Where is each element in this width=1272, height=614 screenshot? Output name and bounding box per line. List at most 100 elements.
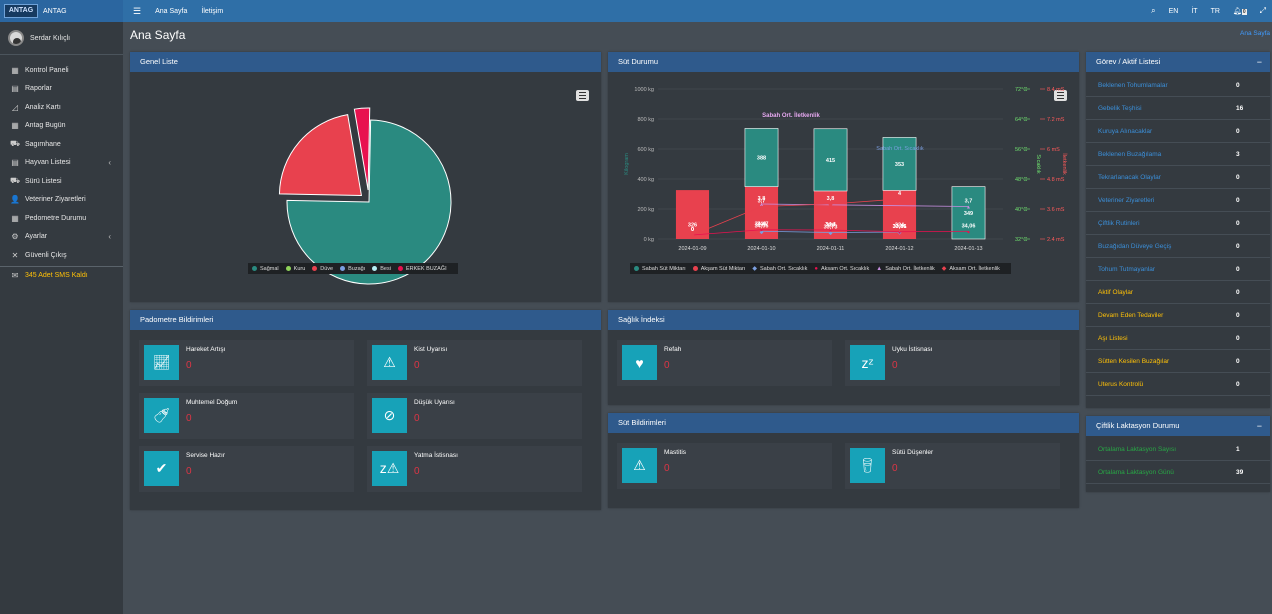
sidebar-item-3[interactable]: ▦ Antag Bugün <box>0 117 123 136</box>
sidebar-item-7[interactable]: 👤 Veteriner Ziyaretleri <box>0 191 123 210</box>
series-marker[interactable]: ▲ <box>759 202 764 208</box>
y-tick-label: 400 kg <box>637 177 654 183</box>
data-label: 34,4 <box>825 222 837 228</box>
legend-item[interactable]: ▲ Sabah Ort. İletkenlik <box>876 266 934 272</box>
list-item[interactable]: Devam Eden Tedaviler 0 <box>1086 304 1270 327</box>
legend-item[interactable]: Sabah Süt Miktarı <box>634 266 686 272</box>
notification-tile[interactable]: zᶻ Uyku İstisnası 0 <box>845 340 1060 386</box>
sidebar-item-6[interactable]: ⛟ Sürü Listesi <box>0 172 123 191</box>
series-marker[interactable]: ◆ <box>829 202 833 208</box>
sms-remaining[interactable]: ✉ 345 Adet SMS Kaldı <box>0 265 123 285</box>
chart-menu-button[interactable] <box>576 90 589 101</box>
list-item[interactable]: Aşı Listesi 0 <box>1086 327 1270 350</box>
chart-menu-button[interactable] <box>1054 90 1067 101</box>
notification-badge: 0 <box>1241 9 1247 15</box>
series-marker[interactable]: ● <box>967 229 970 235</box>
list-item[interactable]: Buzağıdan Düveye Geçiş 0 <box>1086 235 1270 258</box>
minimize-icon[interactable]: − <box>1256 421 1262 431</box>
annotation: Sabah Ort. İletkenlik <box>762 112 820 119</box>
legend-item[interactable]: Kuru <box>285 266 305 272</box>
menu-icon[interactable]: ☰ <box>133 5 142 16</box>
bar-evening-3[interactable] <box>882 190 917 239</box>
legend-marker <box>285 266 291 271</box>
sidebar-item-9[interactable]: ⚙ Ayarlar ‹ <box>0 228 123 247</box>
legend-item[interactable]: ● Aksam Ort. Sıcaklık <box>814 266 869 272</box>
list-item[interactable]: Veteriner Ziyaretleri 0 <box>1086 189 1270 212</box>
series-marker[interactable]: ● <box>898 230 901 236</box>
pie-slice-2[interactable] <box>278 114 363 196</box>
list-item[interactable]: Ortalama Laktasyon Günü 39 <box>1086 461 1270 484</box>
series-marker[interactable]: ● <box>691 233 694 239</box>
sidebar-item-0[interactable]: ▦ Kontrol Paneli <box>0 61 123 80</box>
bar-morning-3[interactable] <box>882 137 917 191</box>
series-marker[interactable]: ◆ <box>898 230 902 236</box>
series-marker[interactable]: ◆ <box>760 205 764 211</box>
sidebar-item-8[interactable]: ▦ Pedometre Durumu <box>0 209 123 228</box>
legend-item[interactable]: Buzağı <box>340 266 365 272</box>
series-marker[interactable]: ◆ <box>898 197 902 203</box>
notification-tile[interactable]: ✔ Servise Hazır 0 <box>139 446 354 492</box>
list-item[interactable]: Kuruya Alınacaklar 0 <box>1086 120 1270 143</box>
notification-tile[interactable]: ♥ Refah 0 <box>617 340 832 386</box>
nav-ana-sayfa[interactable]: Ana Sayfa <box>155 7 188 15</box>
list-item[interactable]: Sütten Kesilen Buzağılar 0 <box>1086 350 1270 373</box>
notification-tile[interactable]: ⚠ Mastitis 0 <box>617 443 832 489</box>
legend-item[interactable]: ◆ Sabah Ort. Sıcaklık <box>752 265 807 273</box>
sidebar-item-10[interactable]: ✕ Güvenli Çıkış <box>0 246 123 265</box>
temp-tick-label: 48°C <box>1015 177 1027 183</box>
lang-it[interactable]: İT <box>1191 7 1198 15</box>
list-item[interactable]: Tekrarlanacak Olaylar 0 <box>1086 166 1270 189</box>
bar-morning-1[interactable] <box>744 128 779 187</box>
list-item[interactable]: Uterus Kontrolü 0 <box>1086 373 1270 396</box>
list-item[interactable]: Beklenen Tohumlamalar 0 <box>1086 74 1270 97</box>
bar-morning-2[interactable] <box>813 128 848 192</box>
legend-item[interactable]: Akşam Süt Miktarı <box>692 266 745 272</box>
notification-tile[interactable]: 🍼︎ Muhtemel Doğum 0 <box>139 393 354 439</box>
user-panel[interactable]: Serdar Kılıçlı <box>0 22 123 55</box>
series-marker[interactable]: ● <box>829 228 832 234</box>
bell-icon[interactable]: 🔔︎0 <box>1232 8 1247 15</box>
series-marker[interactable]: ◆ <box>691 233 695 239</box>
notification-tile[interactable]: ⊘ Düşük Uyarısı 0 <box>367 393 582 439</box>
series-marker[interactable]: ● <box>760 228 763 234</box>
bar-evening-2[interactable] <box>813 191 848 239</box>
legend-item[interactable]: Besi <box>372 266 391 272</box>
legend-item[interactable]: Düve <box>312 266 333 272</box>
breadcrumb[interactable]: Ana Sayfa <box>1240 30 1270 37</box>
sidebar-item-1[interactable]: ▤ Raporlar <box>0 80 123 99</box>
legend-item[interactable]: ERKEK BUZAĞI <box>397 266 447 272</box>
sidebar-item-2[interactable]: ◿ Analiz Kartı <box>0 98 123 117</box>
list-item[interactable]: Çiftlik Rutinleri 0 <box>1086 212 1270 235</box>
sidebar-item-4[interactable]: ⛟ Sagımhane <box>0 135 123 154</box>
brand[interactable]: ANTAG ANTAG <box>0 0 123 22</box>
legend-item[interactable]: ◆ Aksam Ort. İletkenlik <box>942 265 1000 273</box>
legend-marker: ● <box>814 265 818 272</box>
list-item[interactable]: Aktif Olaylar 0 <box>1086 281 1270 304</box>
series-marker[interactable]: ▲ <box>966 205 971 211</box>
list-item[interactable]: Tohum Tutmayanlar 0 <box>1086 258 1270 281</box>
notification-tile[interactable]: z⚠ Yatma İstisnası 0 <box>367 446 582 492</box>
notification-tile[interactable]: 📈︎ Hareket Artışı 0 <box>139 340 354 386</box>
nav-iletisim[interactable]: İletişim <box>201 7 224 15</box>
legend-item[interactable]: Sağmal <box>252 266 279 272</box>
fullscreen-icon[interactable]: ⤢ <box>1259 6 1266 15</box>
pie-slice-0[interactable] <box>286 119 452 285</box>
lang-tr[interactable]: TR <box>1210 7 1220 15</box>
bar-morning-4[interactable] <box>951 186 986 240</box>
lang-en[interactable]: EN <box>1168 7 1179 15</box>
main-content: Ana Sayfa Ana Sayfa Genel Liste Sağmal Ku… <box>123 22 1272 614</box>
series-marker[interactable]: ◆ <box>760 229 764 235</box>
list-item[interactable]: Gebelik Teşhisi 16 <box>1086 97 1270 120</box>
minimize-icon[interactable]: − <box>1256 57 1262 67</box>
notification-tile[interactable]: ⚠ Kist Uyarısı 0 <box>367 340 582 386</box>
list-item-value: 0 <box>1236 81 1240 89</box>
list-item[interactable]: Ortalama Laktasyon Sayısı 1 <box>1086 438 1270 461</box>
legend-marker <box>397 266 403 271</box>
notification-tile[interactable]: 🥛︎ Sütü Düşenler 0 <box>845 443 1060 489</box>
sidebar-item-5[interactable]: ▤ Hayvan Listesi ‹ <box>0 154 123 173</box>
pie-slice-5[interactable] <box>353 107 371 191</box>
series-marker[interactable]: ◆ <box>829 231 833 237</box>
trend-up-icon: 📈︎ <box>144 345 179 380</box>
list-item[interactable]: Beklenen Buzağılama 3 <box>1086 143 1270 166</box>
search-icon[interactable]: ⌕ <box>1151 6 1156 15</box>
